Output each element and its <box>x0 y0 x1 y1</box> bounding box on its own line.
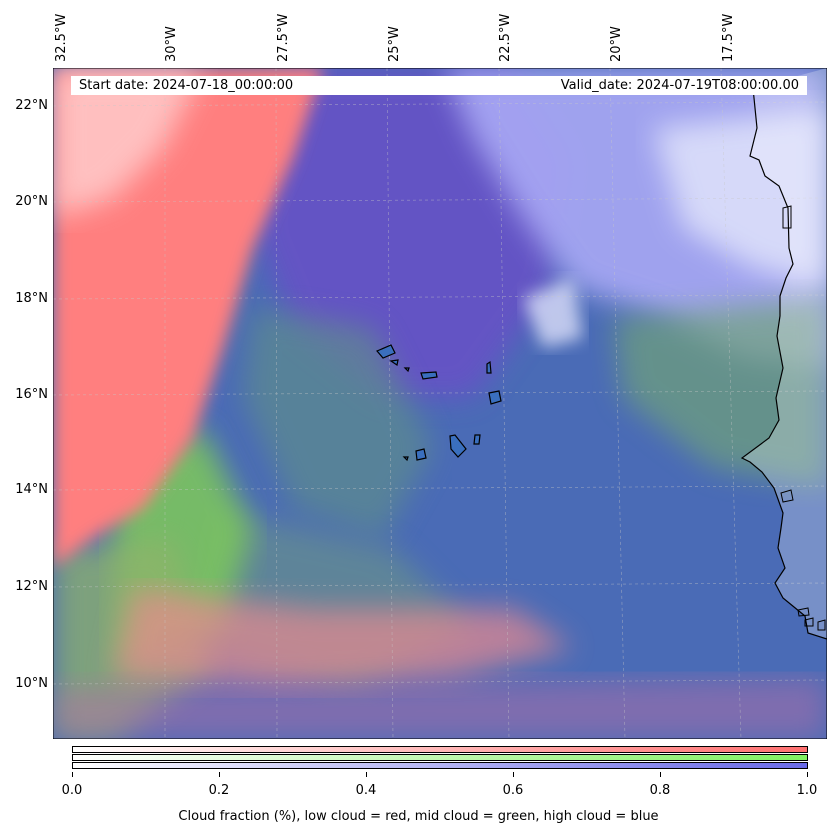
valid-date-label: Valid_date: 2024-07-19T08:00:00.00 <box>560 78 799 93</box>
lat-label-14n: 14°N <box>15 482 48 497</box>
lat-label-20n: 20°N <box>15 194 48 209</box>
colorbar-tick-4: 0.8 <box>649 783 671 798</box>
colorbar-tick-0: 0.0 <box>61 783 83 798</box>
low-cloud-west <box>53 68 323 568</box>
colorbar-tick-3: 0.6 <box>502 783 524 798</box>
lat-label-18n: 18°N <box>15 291 48 306</box>
cloud-map <box>53 68 827 739</box>
high-cloud-white <box>653 108 827 288</box>
lat-label-12n: 12°N <box>15 579 48 594</box>
mid-cloud-east <box>613 298 827 488</box>
colorbar-tickmark <box>72 772 73 777</box>
lon-label-20w: 20°W <box>609 26 624 62</box>
lon-label-30w: 30°W <box>164 26 179 62</box>
low-cloud-west-pale <box>53 68 203 218</box>
lon-label-32-5w: 32.5°W <box>54 13 69 62</box>
lon-label-25w: 25°W <box>387 26 402 62</box>
colorbar-tick-2: 0.4 <box>355 783 377 798</box>
date-info-bar: Start date: 2024-07-18_00:00:00 Valid_da… <box>71 76 807 95</box>
colorbar-tickmark <box>807 772 808 777</box>
colorbar-tickmark <box>660 772 661 777</box>
colorbar-low-cloud <box>72 746 808 753</box>
colorbar-caption: Cloud fraction (%), low cloud = red, mid… <box>178 809 659 824</box>
colorbar-tick-5: 1.0 <box>796 783 818 798</box>
lon-label-17-5w: 17.5°W <box>721 13 736 62</box>
lon-label-22-5w: 22.5°W <box>498 13 513 62</box>
colorbar-tickmark <box>219 772 220 777</box>
colorbar-high-cloud <box>72 762 808 769</box>
colorbar-tickmark <box>513 772 514 777</box>
low-cloud-south-band <box>113 588 573 688</box>
mid-cloud-center <box>243 308 433 538</box>
colorbar-tickmark <box>366 772 367 777</box>
lat-label-16n: 16°N <box>15 387 48 402</box>
graticule <box>53 68 827 739</box>
lat-label-10n: 10°N <box>15 676 48 691</box>
lat-label-22n: 22°N <box>15 98 48 113</box>
start-date-label: Start date: 2024-07-18_00:00:00 <box>79 78 294 93</box>
cape-verde-islands <box>376 344 502 462</box>
high-cloud-white-2 <box>523 278 583 348</box>
africa-land <box>742 68 827 639</box>
low-cloud-bottom <box>53 678 827 739</box>
lon-label-27-5w: 27.5°W <box>276 13 291 62</box>
colorbar-mid-cloud <box>72 754 808 761</box>
africa-coastline <box>740 87 827 640</box>
colorbar-tick-1: 0.2 <box>208 783 230 798</box>
bijagos-islands <box>780 205 826 631</box>
